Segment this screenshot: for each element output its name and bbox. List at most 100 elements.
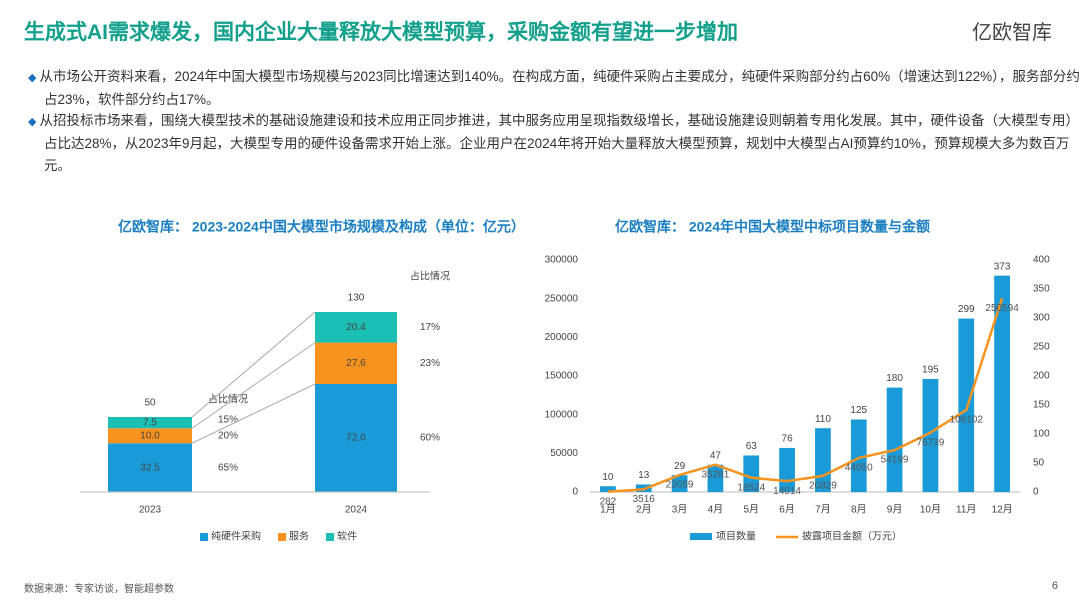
share-label: 60% <box>420 433 440 444</box>
bar <box>958 318 975 492</box>
value-label: 32.5 <box>140 462 160 473</box>
legend-swatch <box>200 533 208 541</box>
value-label: 20.4 <box>346 322 366 333</box>
value-label: 72.0 <box>346 433 366 444</box>
line-label: 22059 <box>666 480 694 491</box>
source: 数据来源：专家访谈，智能超参数 <box>24 584 174 595</box>
x-tick-label: 4月 <box>708 504 724 516</box>
x-tick-label: 7月 <box>815 504 831 516</box>
share-label: 15% <box>218 414 238 425</box>
y2-tick-label: 250 <box>1033 342 1050 353</box>
legend-label: 服务 <box>289 530 309 543</box>
y2-tick-label: 200 <box>1033 371 1050 382</box>
value-label: 10.0 <box>140 430 160 441</box>
x-tick-label: 12月 <box>992 504 1013 516</box>
bar-label: 47 <box>710 450 722 461</box>
slide-title: 生成式AI需求爆发，国内企业大量释放大模型预算，采购金额有望进一步增加 <box>24 21 738 44</box>
line-label: 76739 <box>917 437 945 448</box>
share-label: 17% <box>420 322 440 333</box>
bar <box>886 387 903 492</box>
x-tick-label: 2月 <box>636 504 652 516</box>
x-tick-label: 8月 <box>851 504 867 516</box>
bar-label: 13 <box>638 470 650 481</box>
line-label: 44050 <box>845 463 873 474</box>
line <box>607 297 1004 494</box>
category-label: 2024 <box>345 505 368 516</box>
total-label: 130 <box>348 293 365 304</box>
line-label: 250594 <box>985 303 1019 314</box>
y2-tick-label: 400 <box>1033 255 1050 266</box>
y-tick-label: 50000 <box>550 448 578 459</box>
share-label: 20% <box>218 430 238 441</box>
y2-tick-label: 0 <box>1033 487 1039 498</box>
line-label: 3516 <box>633 494 656 505</box>
legend-label: 纯硬件采购 <box>211 530 261 543</box>
legend-swatch <box>690 533 712 540</box>
bar-segment <box>108 428 192 444</box>
bar-segment <box>315 384 397 492</box>
y-tick-label: 250000 <box>545 293 579 304</box>
page-number: 6 <box>1051 580 1058 592</box>
x-tick-label: 11月 <box>956 504 976 516</box>
legend-label: 披露项目金额（万元） <box>802 530 902 543</box>
y-tick-label: 300000 <box>545 255 579 266</box>
line-label: 282 <box>600 496 617 507</box>
connector <box>191 383 316 444</box>
x-tick-label: 6月 <box>779 504 795 516</box>
line-label: 35281 <box>702 469 730 480</box>
bar-label: 373 <box>994 261 1011 272</box>
bar-label: 110 <box>815 414 831 425</box>
bar-label: 125 <box>850 405 867 416</box>
bullet: 从招投标市场来看，围绕大模型技术的基础设施建设和技术应用正同步推进，其中服务应用… <box>28 110 1080 177</box>
bar <box>922 378 939 492</box>
x-tick-label: 3月 <box>672 504 688 516</box>
bar-segment <box>108 417 192 429</box>
chart-title: 亿欧智库： 2024年中国大模型中标项目数量与金额 <box>615 219 930 235</box>
legend-label: 软件 <box>337 530 357 543</box>
y-tick-label: 0 <box>572 487 578 498</box>
bar-label: 195 <box>922 365 939 376</box>
bar-label: 29 <box>674 461 686 472</box>
line-label: 20829 <box>809 481 837 492</box>
y2-tick-label: 100 <box>1033 429 1050 440</box>
value-label: 7.5 <box>143 417 157 428</box>
x-tick-label: 5月 <box>743 504 759 516</box>
y2-tick-label: 350 <box>1033 284 1050 295</box>
y-tick-label: 150000 <box>545 371 579 382</box>
logo: 亿欧智库 <box>972 22 1052 44</box>
bar <box>600 486 616 492</box>
bar-label: 180 <box>886 373 903 384</box>
bar <box>707 464 724 492</box>
bullet: 从市场公开资料来看，2024年中国大模型市场规模与2023同比增速达到140%。… <box>28 66 1080 111</box>
y-tick-label: 200000 <box>545 332 579 343</box>
share-label: 65% <box>218 462 238 473</box>
bar <box>671 475 688 492</box>
connector <box>191 311 316 418</box>
share-label: 23% <box>420 358 440 369</box>
legend-swatch <box>326 533 334 541</box>
x-tick-label: 9月 <box>887 504 903 516</box>
legend-swatch <box>278 533 286 541</box>
x-tick-label: 1月 <box>600 504 616 516</box>
chart-title: 亿欧智库： 2023-2024中国大模型市场规模及构成（单位：亿元） <box>118 219 525 235</box>
y-tick-label: 100000 <box>545 409 579 420</box>
total-label: 50 <box>144 398 156 409</box>
bar-segment <box>315 312 397 343</box>
y2-tick-label: 150 <box>1033 400 1050 411</box>
bar <box>850 419 867 492</box>
bar-label: 299 <box>958 304 975 315</box>
bar <box>994 275 1010 492</box>
share-title: 占比情况 <box>410 270 450 283</box>
legend-label: 项目数量 <box>716 530 756 543</box>
bar-label: 63 <box>746 441 758 452</box>
value-label: 27.6 <box>346 358 366 369</box>
bar-label: 76 <box>782 434 794 445</box>
bar-segment <box>315 342 397 384</box>
y2-tick-label: 300 <box>1033 313 1050 324</box>
bar-label: 10 <box>602 472 614 483</box>
y2-tick-label: 50 <box>1033 458 1045 469</box>
line-label: 14014 <box>773 486 801 497</box>
line-label: 54199 <box>881 455 909 466</box>
bar <box>743 455 760 492</box>
